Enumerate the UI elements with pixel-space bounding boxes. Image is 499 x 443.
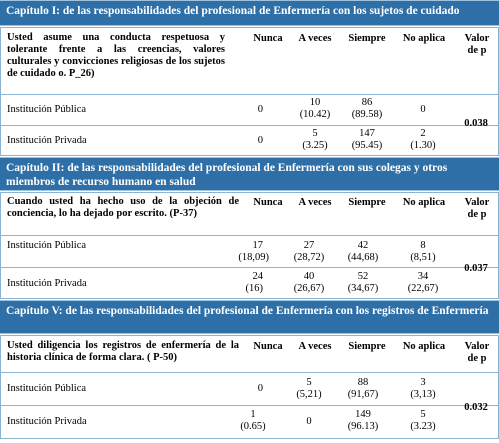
cell-never-pct: (18,09) xyxy=(238,252,269,263)
cell-na-pct: (3.23) xyxy=(410,421,436,432)
col-sometimes: A veces xyxy=(298,341,332,352)
cell-never: 1 xyxy=(250,409,256,420)
cell-sometimes-pct: (3.25) xyxy=(302,140,328,151)
col-sometimes: A veces xyxy=(298,33,332,44)
cell-always-pct: (34,67) xyxy=(347,283,379,294)
col-p-value: Valor de p xyxy=(464,197,490,220)
cell-na: 0 xyxy=(420,104,426,115)
cell-always: 147 xyxy=(359,128,375,139)
cell-never: 17 xyxy=(252,240,264,251)
col-never: Nunca xyxy=(253,33,283,44)
row-institution: Institución Pública xyxy=(7,240,87,251)
cell-na-pct: (3,13) xyxy=(410,389,436,400)
cell-sometimes: 5 xyxy=(306,377,312,388)
section-1-question: Usted asume una conducta respetuosa y to… xyxy=(7,32,225,79)
section-2-p-value: 0.037 xyxy=(464,263,488,274)
row-institution: Institución Privada xyxy=(7,278,87,289)
cell-sometimes: 40 xyxy=(303,271,315,282)
cell-sometimes: 27 xyxy=(303,240,315,251)
section-3-question: Usted diligencia los registros de enferm… xyxy=(7,340,239,363)
section-3-title: Capítulo V: de las responsabilidades del… xyxy=(0,300,499,334)
col-always: Siempre xyxy=(348,341,386,352)
section-1-p-value: 0.038 xyxy=(464,118,488,129)
section-2-question: Cuando usted ha hecho uso de la objeción… xyxy=(7,196,239,219)
section-3-p-value: 0.032 xyxy=(464,402,488,413)
cell-always-pct: (89.58) xyxy=(351,109,383,120)
cell-na-pct: (22,67) xyxy=(407,283,439,294)
row-institution: Institución Pública xyxy=(7,104,87,115)
col-sometimes: A veces xyxy=(298,197,332,208)
cell-na: 8 xyxy=(420,240,426,251)
col-always: Siempre xyxy=(348,197,386,208)
cell-never: 0 xyxy=(257,383,263,394)
table-row: Institución Pública 0 10 (10.42) 86 (89.… xyxy=(0,95,499,126)
section-1-title: Capítulo I: de las responsabilidades del… xyxy=(0,0,499,26)
cell-sometimes-pct: (28,72) xyxy=(293,252,325,263)
section-2-title: Capítulo II: de las responsabilidades de… xyxy=(0,157,499,191)
cell-always: 52 xyxy=(357,271,369,282)
cell-sometimes: 0 xyxy=(306,416,312,427)
row-institution: Institución Privada xyxy=(7,416,87,427)
cell-always: 42 xyxy=(357,240,369,251)
table-row: Institución Pública 0 5 (5,21) 88 (91,67… xyxy=(0,373,499,406)
row-institution: Institución Pública xyxy=(7,383,87,394)
table-row: Institución Pública 17 (18,09) 27 (28,72… xyxy=(0,236,499,268)
cell-always-pct: (96.13) xyxy=(347,421,379,432)
section-3-header: Usted diligencia los registros de enferm… xyxy=(0,335,499,373)
cell-na: 5 xyxy=(420,409,426,420)
cell-never: 24 xyxy=(252,271,264,282)
cell-never: 0 xyxy=(257,135,263,146)
cell-na: 3 xyxy=(420,377,426,388)
cell-always: 88 xyxy=(357,377,369,388)
cell-always-pct: (91,67) xyxy=(347,389,379,400)
col-never: Nunca xyxy=(253,197,283,208)
table-row: Institución Privada 24 (16) 40 (26,67) 5… xyxy=(0,268,499,299)
col-p-value: Valor de p xyxy=(464,33,490,56)
col-not-applicable: No aplica xyxy=(402,197,446,208)
cell-sometimes-pct: (10.42) xyxy=(299,109,331,120)
table-row: Institución Privada 0 5 (3.25) 147 (95.4… xyxy=(0,126,499,156)
cell-na: 2 xyxy=(420,128,426,139)
cell-never: 0 xyxy=(257,104,263,115)
cell-sometimes: 5 xyxy=(312,128,318,139)
cell-na-pct: (1.30) xyxy=(410,140,436,151)
col-not-applicable: No aplica xyxy=(402,33,446,44)
cell-always-pct: (95.45) xyxy=(351,140,383,151)
cell-sometimes-pct: (26,67) xyxy=(293,283,325,294)
cell-na-pct: (8,51) xyxy=(410,252,436,263)
section-2-header: Cuando usted ha hecho uso de la objeción… xyxy=(0,192,499,236)
row-institution: Institución Privada xyxy=(7,135,87,146)
cell-always-pct: (44,68) xyxy=(347,252,379,263)
col-always: Siempre xyxy=(348,33,386,44)
cell-always: 149 xyxy=(355,409,371,420)
col-never: Nunca xyxy=(253,341,283,352)
cell-sometimes: 10 xyxy=(309,97,321,108)
cell-never-pct: (0.65) xyxy=(240,421,266,432)
cell-always: 86 xyxy=(361,97,373,108)
cell-never-pct: (16) xyxy=(245,283,264,294)
cell-na: 34 xyxy=(417,271,429,282)
section-1-header: Usted asume una conducta respetuosa y to… xyxy=(0,27,499,95)
col-p-value: Valor de p xyxy=(464,341,490,364)
col-not-applicable: No aplica xyxy=(402,341,446,352)
table-row: Institución Privada 1 (0.65) 0 149 (96.1… xyxy=(0,406,499,439)
cell-sometimes-pct: (5,21) xyxy=(296,389,322,400)
